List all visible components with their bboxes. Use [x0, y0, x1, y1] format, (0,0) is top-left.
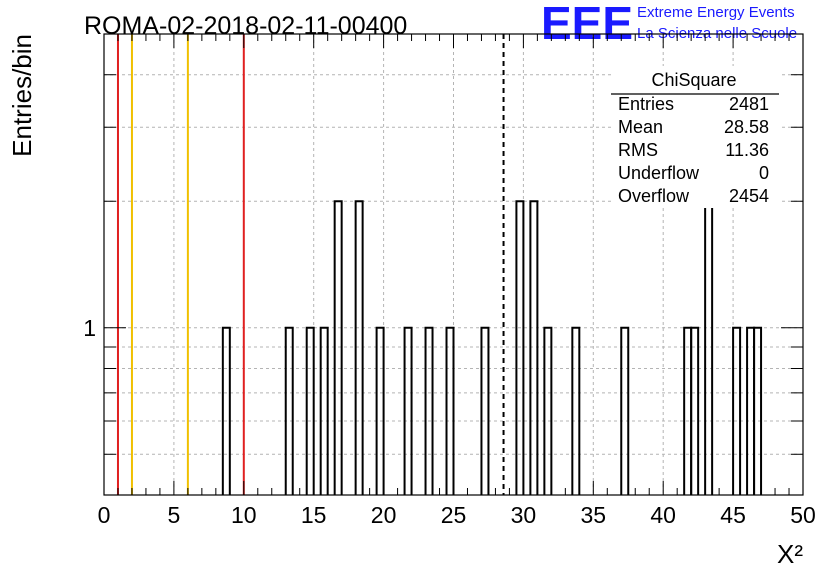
stats-row-label: Underflow: [618, 163, 700, 183]
stats-row-label: RMS: [618, 140, 658, 160]
stats-row-value: 2454: [729, 186, 769, 206]
chart-title: ROMA-02-2018-02-11-00400: [84, 12, 407, 40]
x-tick-label: 25: [441, 502, 467, 528]
histogram-bar: [753, 326, 763, 495]
y-axis-label: Entries/bin: [7, 34, 37, 157]
histogram-bar: [704, 200, 714, 495]
stats-row-value: 2481: [729, 94, 769, 114]
histogram-bar: [529, 200, 539, 495]
x-tick-label: 50: [790, 502, 816, 528]
histogram-bar: [445, 326, 455, 495]
stats-box-title: ChiSquare: [651, 70, 736, 90]
stats-box-background: [611, 66, 779, 208]
histogram-bar: [403, 326, 413, 495]
histogram-bar: [284, 326, 294, 495]
x-tick-label: 45: [720, 502, 746, 528]
y-tick-label: 1: [83, 315, 96, 341]
stats-row-value: 11.36: [725, 140, 769, 160]
x-tick-label: 5: [168, 502, 181, 528]
stats-row-label: Entries: [618, 94, 674, 114]
stats-row-value: 28.58: [724, 117, 769, 137]
histogram-bar: [424, 326, 434, 495]
histogram-bar: [333, 200, 343, 495]
stats-row-value: 0: [759, 163, 769, 183]
histogram-bar: [620, 326, 630, 495]
histogram-bar: [746, 326, 756, 495]
x-tick-label: 40: [650, 502, 676, 528]
stats-row-label: Mean: [618, 117, 663, 137]
x-tick-label: 35: [581, 502, 607, 528]
histogram-bar: [375, 326, 385, 495]
histogram-bars: [221, 200, 763, 495]
histogram-bar: [305, 326, 315, 495]
x-axis-label: X²: [777, 539, 803, 569]
histogram-bar: [221, 326, 231, 495]
histogram-bar: [683, 326, 693, 495]
eee-logo: EEE Extreme Energy Events La Scienza nel…: [541, 0, 797, 49]
histogram-bar: [515, 200, 525, 495]
x-tick-label: 30: [511, 502, 537, 528]
x-tick-label: 15: [301, 502, 327, 528]
histogram-bar: [690, 326, 700, 495]
x-tick-label: 20: [371, 502, 397, 528]
histogram-bar: [732, 326, 742, 495]
histogram-bar: [354, 200, 364, 495]
histogram-bar: [543, 326, 553, 495]
eee-logo-line1: Extreme Energy Events: [637, 4, 795, 21]
histogram-bar: [319, 326, 329, 495]
stats-box: ChiSquare Entries 2481 Mean 28.58 RMS 11.36 Un…: [611, 66, 779, 208]
eee-logo-mark: EEE: [541, 0, 633, 49]
reference-lines: [116, 34, 505, 495]
x-tick-label: 10: [231, 502, 257, 528]
stats-row-label: Overflow: [618, 186, 690, 206]
histogram-bar: [571, 326, 581, 495]
axes: 0 5 10 15 20 25 30 35 40 45 50 1: [83, 33, 816, 528]
x-tick-label: 0: [98, 502, 111, 528]
histogram-bar: [480, 326, 490, 495]
